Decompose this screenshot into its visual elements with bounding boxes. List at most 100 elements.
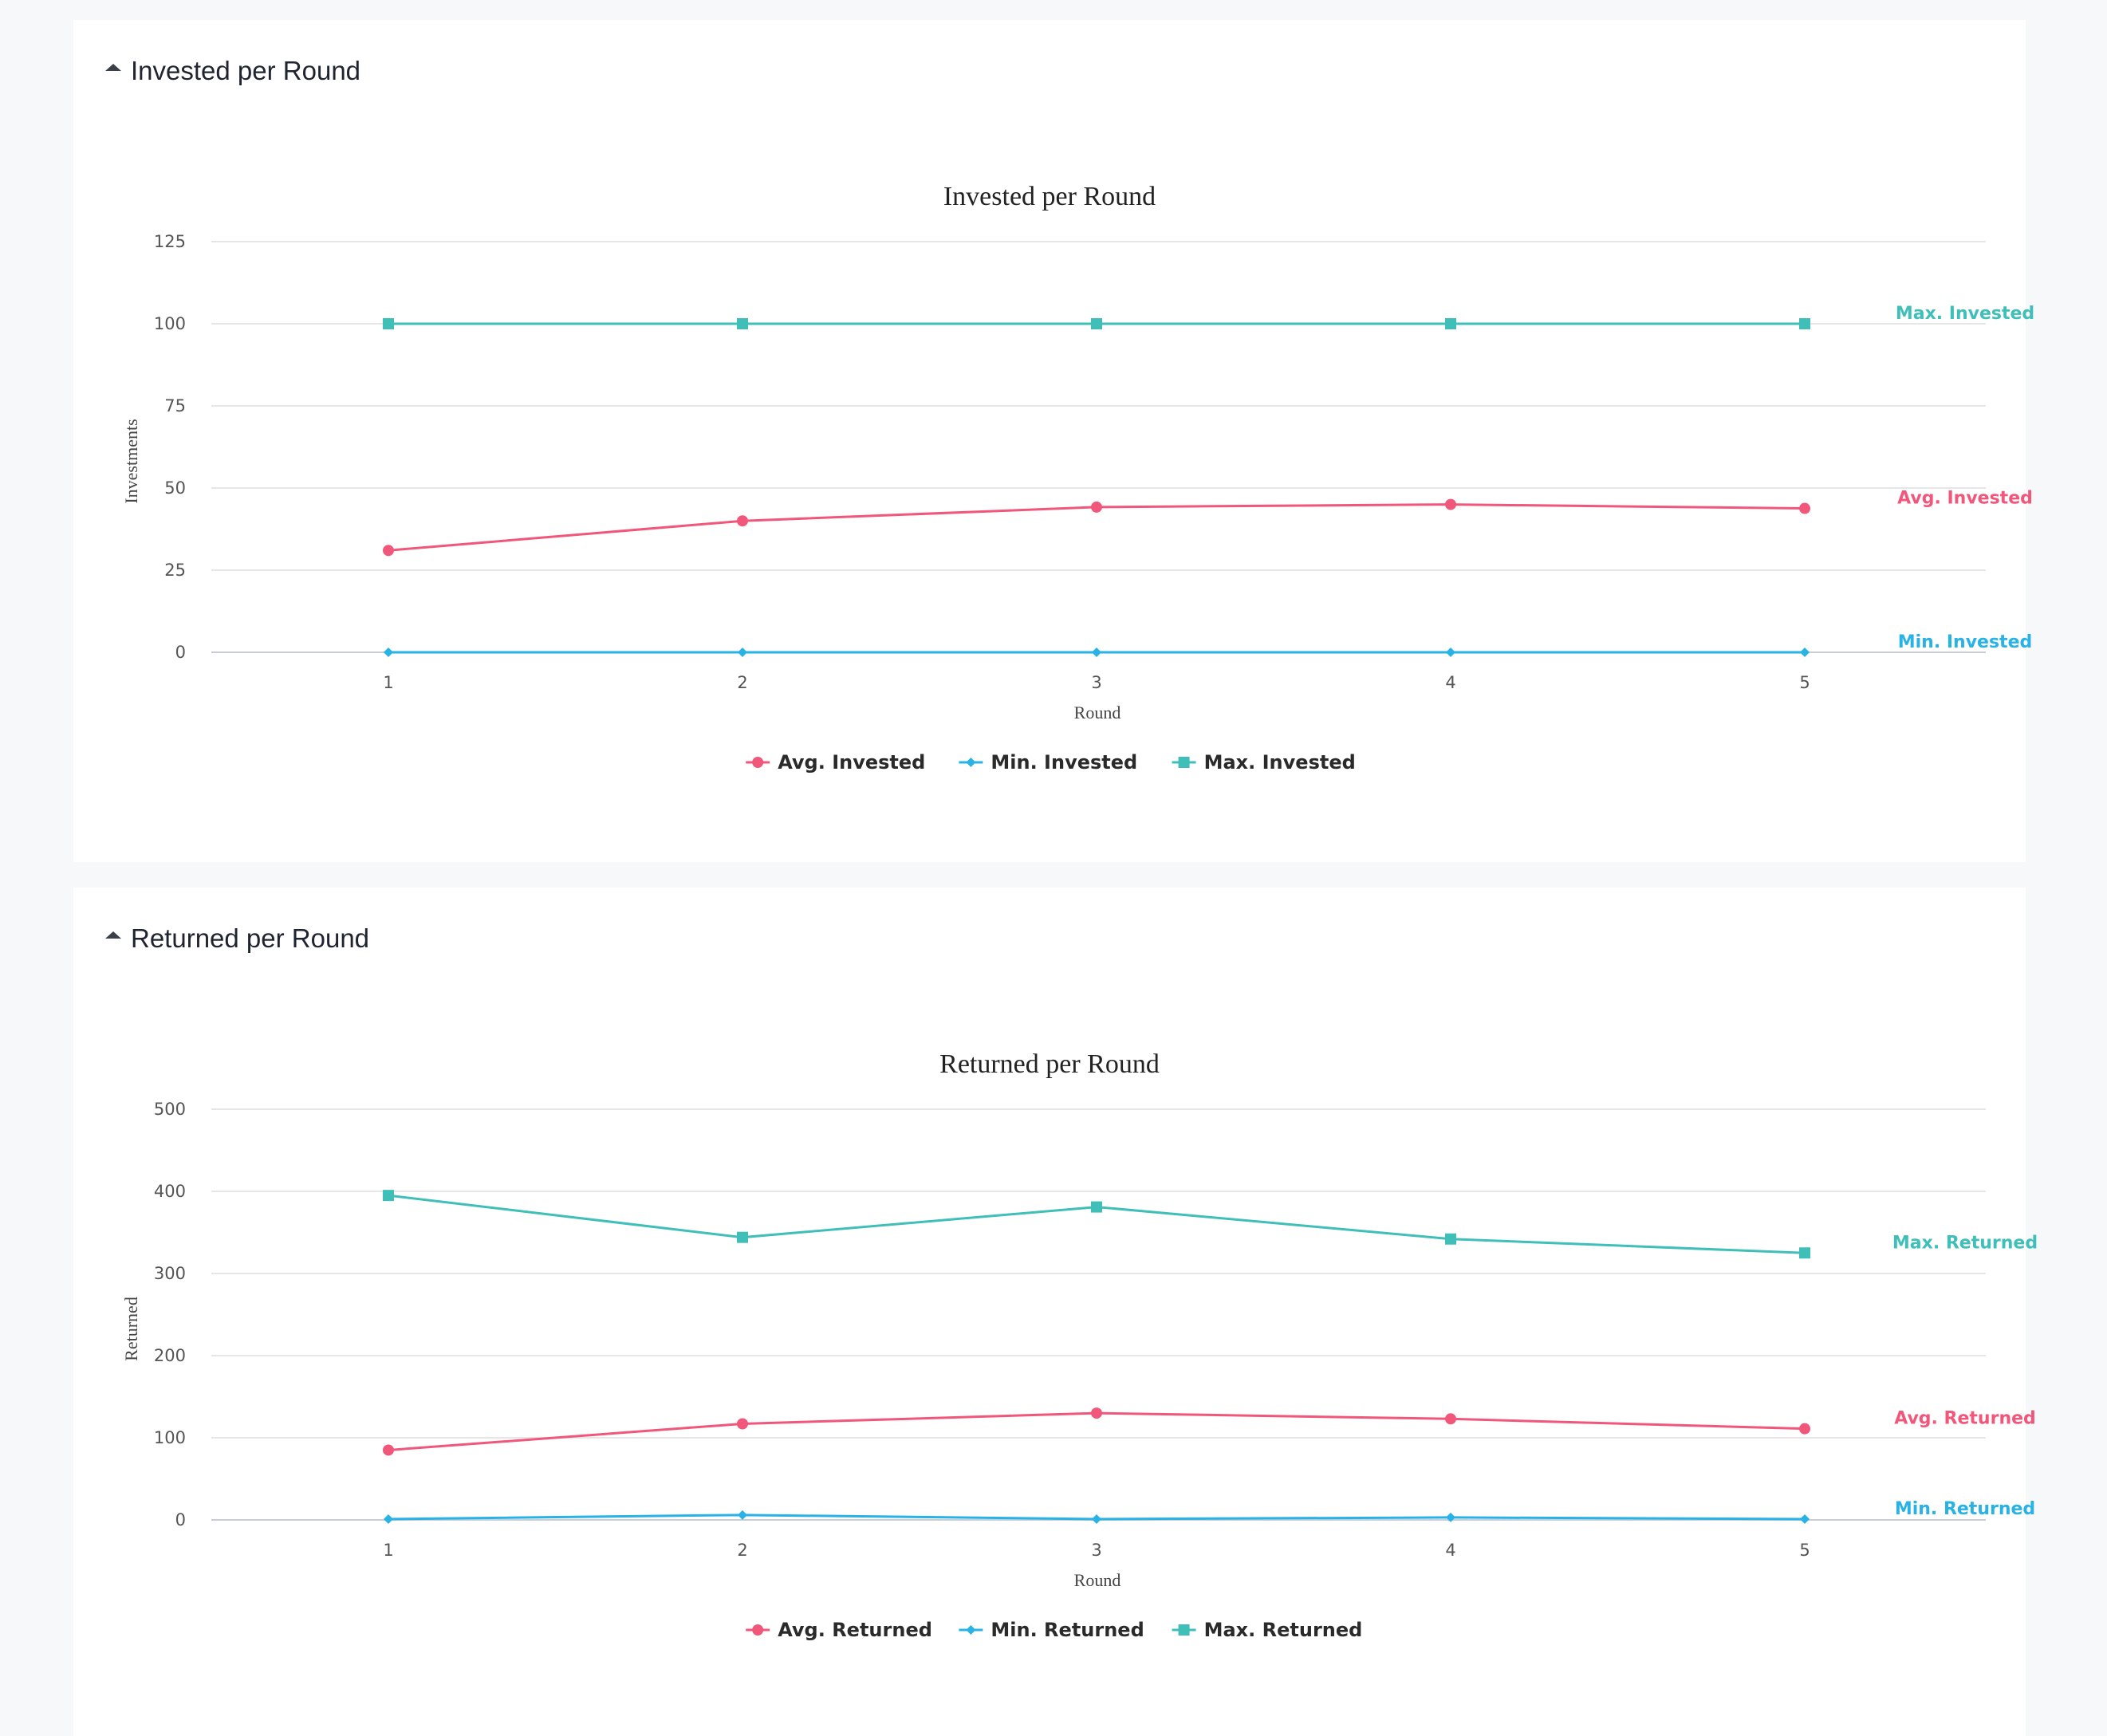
invested-panel-title: Invested per Round (131, 56, 361, 85)
data-point (1445, 318, 1456, 329)
legend-label: Min. Invested (990, 751, 1137, 774)
data-point (1445, 1413, 1456, 1425)
series-end-label: Min. Invested (1898, 632, 2033, 652)
legend: Avg. Invested Min. Invested Max. Invested (746, 751, 1356, 774)
series-end-label: Avg. Returned (1894, 1409, 2036, 1429)
x-tick-label: 5 (1799, 673, 1810, 692)
x-tick-label: 4 (1445, 673, 1455, 692)
series-end-label: Max. Returned (1892, 1233, 2038, 1253)
returned-panel-title: Returned per Round (131, 923, 370, 953)
legend-item-avg-invested: Avg. Invested (746, 751, 925, 774)
y-tick-label: 100 (154, 314, 186, 333)
returned-panel: Returned per Round Returned per Round 0 10… (73, 888, 2038, 1736)
data-point (383, 318, 394, 329)
legend-item-avg-returned: Avg. Returned (746, 1619, 932, 1641)
data-point (737, 318, 748, 329)
series-max-invested: Max. Invested (383, 304, 2034, 329)
invested-panel: Invested per Round Invested per Round 0 25… (73, 20, 2034, 862)
x-tick-label: 1 (383, 673, 393, 692)
x-tick-label: 1 (383, 1541, 393, 1560)
y-tick-label: 50 (164, 478, 186, 498)
legend: Avg. Returned Min. Returned Max. Returned (746, 1619, 1362, 1641)
chart-title: Invested per Round (943, 182, 1156, 211)
data-point (1799, 1247, 1810, 1259)
legend-marker (1178, 1624, 1190, 1636)
data-point (1800, 648, 1810, 657)
data-point (738, 1510, 747, 1520)
data-point (1091, 1201, 1102, 1213)
legend-label: Avg. Returned (778, 1619, 932, 1641)
series-end-label: Min. Returned (1895, 1499, 2035, 1519)
data-point (1092, 1514, 1101, 1524)
x-tick-label: 4 (1445, 1541, 1455, 1560)
series-avg-invested: Avg. Invested (383, 489, 2033, 557)
y-tick-label: 0 (175, 643, 186, 662)
data-point (737, 515, 748, 527)
chart-title: Returned per Round (939, 1049, 1160, 1079)
y-tick-label: 200 (154, 1346, 186, 1365)
data-point (384, 648, 393, 657)
data-point (1446, 1512, 1455, 1522)
x-axis-label: Round (1074, 703, 1121, 722)
data-point (383, 545, 394, 557)
returned-panel-header[interactable]: Returned per Round (105, 923, 369, 954)
x-tick-label: 2 (737, 1541, 747, 1560)
y-tick-label: 500 (154, 1100, 186, 1119)
legend-label: Max. Returned (1204, 1619, 1363, 1641)
invested-panel-header[interactable]: Invested per Round (105, 56, 360, 86)
x-tick-label: 5 (1799, 1541, 1810, 1560)
data-point (1445, 1233, 1456, 1245)
collapse-caret-icon[interactable] (105, 931, 121, 939)
data-point (737, 1231, 748, 1243)
y-axis-label: Returned (121, 1297, 141, 1361)
legend-label: Min. Returned (990, 1619, 1144, 1641)
y-axis-label: Investments (121, 419, 141, 503)
series-end-label: Max. Invested (1896, 304, 2034, 324)
legend-label: Avg. Invested (778, 751, 925, 774)
y-tick-label: 300 (154, 1264, 186, 1283)
legend-marker (752, 1624, 764, 1636)
data-point (1091, 1407, 1102, 1419)
series-min-returned: Min. Returned (384, 1499, 2035, 1524)
data-point (1091, 318, 1102, 329)
series-min-invested: Min. Invested (384, 632, 2032, 657)
data-point (1799, 1423, 1810, 1435)
legend-item-max-invested: Max. Invested (1172, 751, 1356, 774)
data-point (1446, 648, 1455, 657)
y-tick-label: 125 (154, 232, 186, 251)
y-tick-label: 25 (164, 561, 186, 580)
data-point (384, 1514, 393, 1524)
data-point (1445, 498, 1456, 510)
series-max-returned: Max. Returned (383, 1190, 2038, 1259)
legend-marker (966, 1625, 976, 1635)
legend-marker (752, 757, 764, 768)
invested-chart: Invested per Round 0 25 50 75 100 125 1 2 3 4 5 Roun… (121, 182, 2034, 774)
x-tick-label: 3 (1091, 673, 1101, 692)
x-axis-label: Round (1074, 1570, 1121, 1590)
y-tick-label: 100 (154, 1428, 186, 1447)
x-tick-label: 3 (1091, 1541, 1101, 1560)
data-point (1800, 1514, 1810, 1524)
data-point (1799, 318, 1810, 329)
y-tick-label: 0 (175, 1510, 186, 1529)
data-point (383, 1444, 394, 1456)
legend-item-max-returned: Max. Returned (1172, 1619, 1363, 1641)
legend-label: Max. Invested (1204, 751, 1356, 774)
series-avg-returned: Avg. Returned (383, 1407, 2036, 1456)
collapse-caret-icon[interactable] (105, 63, 121, 71)
data-point (383, 1190, 394, 1202)
legend-marker (1178, 757, 1190, 768)
y-tick-label: 400 (154, 1182, 186, 1201)
x-tick-label: 2 (737, 673, 747, 692)
legend-marker (966, 758, 976, 767)
legend-item-min-returned: Min. Returned (959, 1619, 1144, 1641)
series-end-label: Avg. Invested (1897, 489, 2033, 509)
data-point (1091, 501, 1102, 513)
returned-chart: Returned per Round 0 100 200 300 400 500 1 2 3 4 5 R… (121, 1049, 2038, 1641)
legend-item-min-invested: Min. Invested (959, 751, 1137, 774)
data-point (1799, 502, 1810, 514)
data-point (738, 648, 747, 657)
data-point (1092, 648, 1101, 657)
data-point (737, 1418, 748, 1430)
y-tick-label: 75 (164, 396, 186, 415)
